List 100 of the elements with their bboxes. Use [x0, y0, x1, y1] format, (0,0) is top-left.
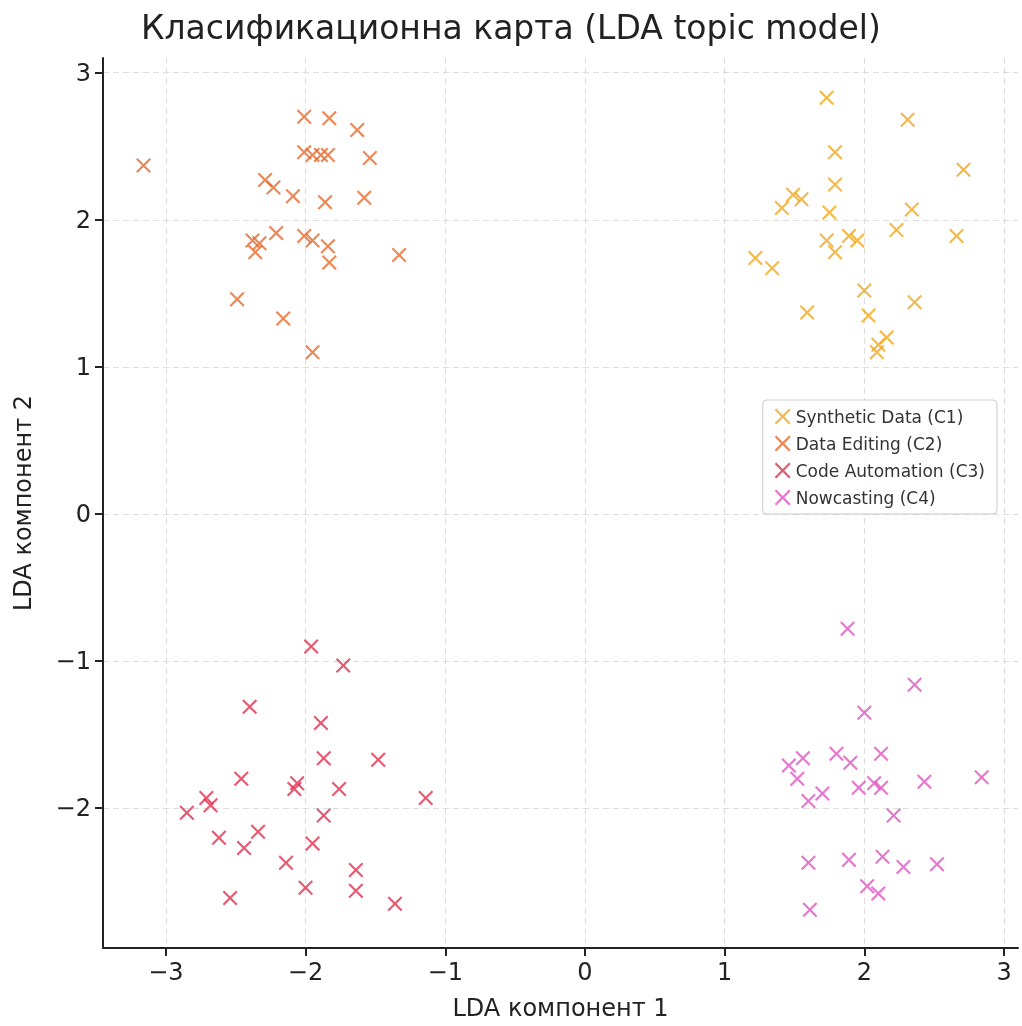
point [859, 878, 875, 894]
point [136, 157, 152, 173]
point [247, 244, 263, 260]
x-tick-label: −3 [148, 958, 184, 986]
point [250, 824, 266, 840]
point [827, 144, 843, 160]
point [841, 228, 857, 244]
x-tick-label: −1 [427, 958, 463, 986]
point [265, 179, 281, 195]
point [349, 122, 365, 138]
point [821, 204, 837, 220]
x-tick-label: −2 [287, 958, 324, 986]
point [370, 752, 386, 768]
point [362, 150, 378, 166]
point [873, 746, 889, 762]
point [888, 222, 904, 238]
y-tick-label: 1 [75, 352, 91, 381]
point [800, 855, 816, 871]
point [956, 162, 972, 178]
point [861, 307, 877, 323]
point [827, 244, 843, 260]
point [781, 758, 797, 774]
point [774, 200, 790, 216]
point [268, 225, 284, 241]
point [886, 808, 902, 824]
point [900, 112, 916, 128]
point [793, 191, 809, 207]
point [320, 238, 336, 254]
point [251, 235, 267, 251]
point [278, 855, 294, 871]
point [387, 896, 403, 912]
x-axis-title: LDA компонент 1 [452, 994, 669, 1022]
point [356, 190, 372, 206]
point [904, 202, 920, 218]
point [819, 90, 835, 106]
x-tick-label: 2 [856, 958, 872, 986]
point [795, 750, 811, 766]
x-tick-label: 0 [577, 958, 593, 986]
y-tick-label: −1 [55, 647, 91, 676]
y-tick-label: 2 [75, 205, 91, 234]
point [828, 746, 844, 762]
chart-title: Класификационна карта (LDA topic model) [141, 8, 881, 47]
point [907, 677, 923, 693]
point [296, 109, 312, 125]
point [316, 750, 332, 766]
point [320, 147, 336, 163]
point [285, 188, 301, 204]
point [870, 886, 886, 902]
point [229, 291, 245, 307]
x-tick-label: 1 [717, 958, 733, 986]
point [236, 840, 252, 856]
point [298, 880, 314, 896]
point [814, 786, 830, 802]
legend-label: Code Automation (C3) [795, 460, 986, 481]
point [303, 638, 319, 654]
point [211, 830, 227, 846]
y-tick-label: 0 [75, 500, 91, 529]
y-axis-title: LDA компонент 2 [9, 394, 37, 612]
point [275, 310, 291, 326]
point [842, 755, 858, 771]
point [316, 808, 332, 824]
point [907, 294, 923, 310]
point [391, 247, 407, 263]
point [841, 852, 857, 868]
point [800, 793, 816, 809]
point [949, 228, 965, 244]
point [819, 232, 835, 248]
point [313, 715, 329, 731]
point [869, 344, 885, 360]
point [895, 859, 911, 875]
point [785, 187, 801, 203]
point [799, 305, 815, 320]
point [305, 344, 321, 360]
point [916, 774, 932, 790]
point [849, 232, 865, 248]
point [856, 282, 872, 298]
point [802, 902, 818, 918]
point [851, 780, 867, 796]
legend-label: Data Editing (C2) [795, 433, 943, 454]
point [348, 883, 364, 899]
point [242, 699, 258, 715]
point [335, 658, 351, 674]
point [321, 110, 337, 126]
point [179, 805, 195, 821]
point [305, 836, 321, 852]
point [789, 771, 805, 787]
point [827, 177, 843, 193]
point [974, 769, 990, 785]
point [321, 254, 337, 270]
point [233, 771, 249, 787]
point [305, 232, 321, 248]
y-tick-label: 3 [75, 58, 91, 87]
point [286, 781, 302, 797]
legend-label: Synthetic Data (C1) [795, 406, 964, 427]
point [331, 781, 347, 797]
point [840, 621, 856, 637]
point [929, 856, 945, 872]
legend-label: Nowcasting (C4) [795, 487, 936, 508]
point [317, 194, 333, 210]
point [856, 705, 872, 721]
